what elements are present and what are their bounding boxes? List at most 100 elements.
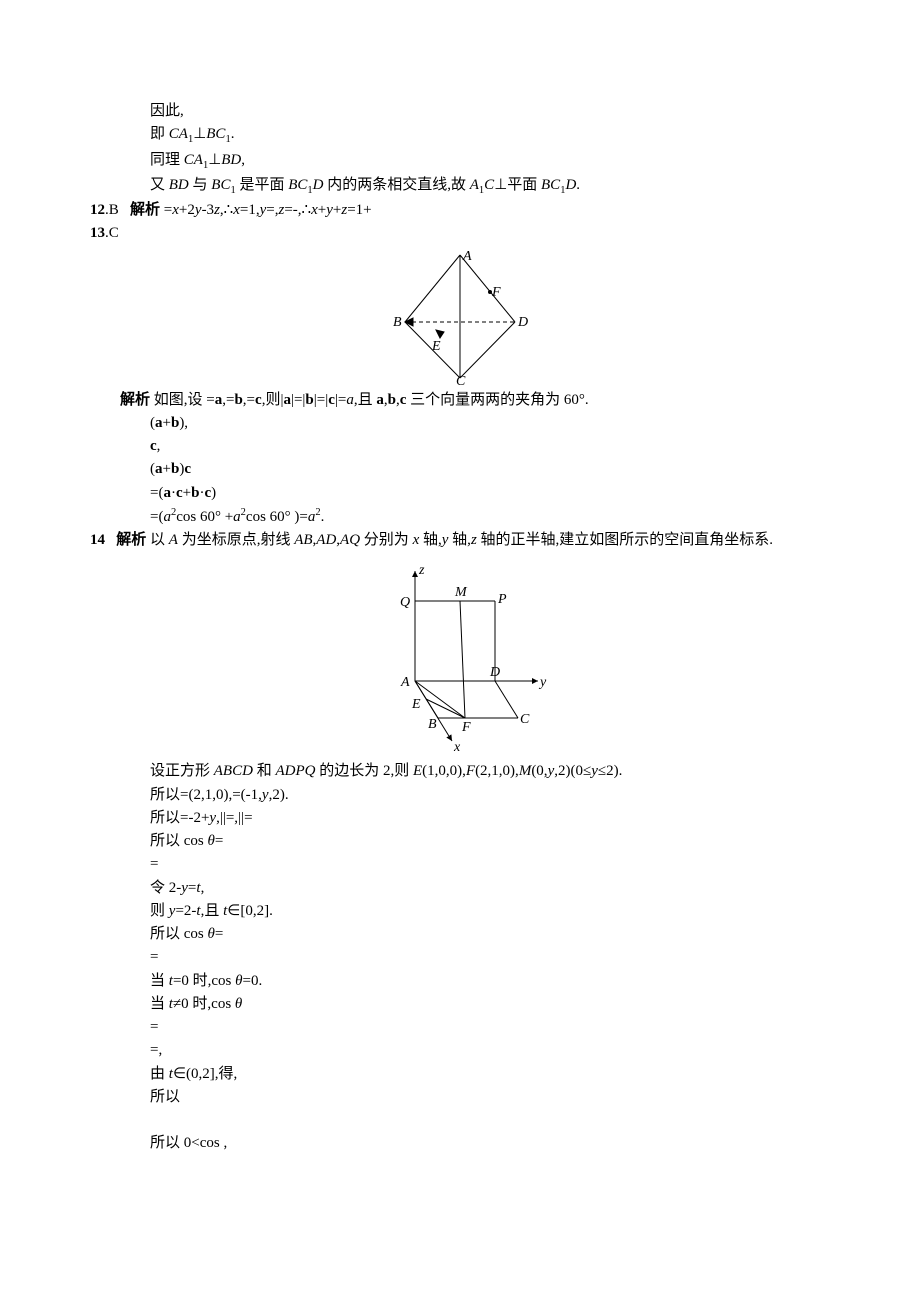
- text: +: [318, 202, 326, 218]
- text: 如图,设 =: [150, 392, 215, 408]
- text: .: [321, 509, 325, 525]
- vec: c: [328, 392, 335, 408]
- var: x: [172, 202, 179, 218]
- text: 当: [150, 973, 169, 989]
- var: BD: [221, 152, 241, 168]
- text: ,则|: [262, 392, 284, 408]
- text: 当: [150, 996, 169, 1012]
- text: 所以 0<cos ,: [150, 1135, 227, 1151]
- text: 所以 cos: [150, 926, 208, 942]
- var: θ: [208, 833, 215, 849]
- text: +: [163, 461, 171, 477]
- text: ,2)(0≤: [554, 763, 591, 779]
- text: .: [576, 177, 580, 193]
- q13-answer: .C: [105, 225, 119, 241]
- var: F: [466, 763, 475, 779]
- q14-p7: 则 y=2-t,且 t∈[0,2].: [90, 900, 830, 923]
- text: 的边长为 2,则: [315, 763, 413, 779]
- q14-p15: 所以: [90, 1086, 830, 1109]
- label-M: M: [454, 585, 468, 600]
- label-A: A: [400, 675, 410, 690]
- text: 和: [253, 763, 276, 779]
- text: ≤2).: [598, 763, 622, 779]
- q13-line: 13.C: [90, 222, 830, 245]
- q13-sol-5: =(a·c+b·c): [90, 482, 830, 505]
- text: 所以 cos: [150, 833, 208, 849]
- text: ),: [179, 415, 188, 431]
- q13-sol-2: (a+b),: [90, 412, 830, 435]
- var: A: [470, 177, 479, 193]
- text: ): [211, 485, 216, 501]
- q14-p5: =: [90, 853, 830, 876]
- var: BD: [169, 177, 189, 193]
- text: cos 60° )=: [246, 509, 308, 525]
- label-A: A: [462, 250, 472, 264]
- text: ,且: [354, 392, 377, 408]
- vec: a: [155, 461, 163, 477]
- text: 令 2-: [150, 880, 181, 896]
- var: y: [262, 787, 269, 803]
- var: θ: [235, 996, 242, 1012]
- text: ,||=,||=: [216, 810, 252, 826]
- q14-p11: 当 t≠0 时,cos θ: [90, 993, 830, 1016]
- var: D: [565, 177, 576, 193]
- q14-p12: =: [90, 1016, 830, 1039]
- q14-p13: =,: [90, 1039, 830, 1062]
- q14-p9: =: [90, 946, 830, 969]
- text: 因此,: [150, 103, 184, 119]
- text: =2-: [175, 903, 196, 919]
- text: 为坐标原点,射线: [178, 532, 294, 548]
- q13-sol-4: (a+b)c: [90, 458, 830, 481]
- text: ,∴: [220, 202, 233, 218]
- op: ⊥: [193, 126, 206, 142]
- label-E: E: [411, 697, 421, 712]
- var: BC: [206, 126, 225, 142]
- text: +: [163, 415, 171, 431]
- text: =0.: [243, 973, 263, 989]
- text: 则: [150, 903, 169, 919]
- q13-sol-6: =(a2cos 60° +a2cos 60° )=a2.: [90, 505, 830, 529]
- q13-sol-1: 解析 如图,设 =a,=b,=c,则|a|=|b|=|c|=a,且 a,b,c …: [90, 389, 830, 412]
- vec: a: [376, 392, 384, 408]
- label-B: B: [393, 315, 402, 330]
- text: ≠0 时,cos: [173, 996, 235, 1012]
- label-F: F: [491, 285, 501, 300]
- label-C: C: [456, 374, 466, 385]
- text: 以: [146, 532, 169, 548]
- var: BC: [288, 177, 307, 193]
- q14-p3: 所以=-2+y,||=,||=: [90, 807, 830, 830]
- var: a: [346, 392, 354, 408]
- text: (1,0,0),: [422, 763, 466, 779]
- var: CA: [169, 126, 188, 142]
- text: (2,1,0),: [475, 763, 519, 779]
- var: C: [484, 177, 494, 193]
- text: 是平面: [236, 177, 289, 193]
- text: .: [231, 126, 235, 142]
- var: x: [311, 202, 318, 218]
- text: =-,∴: [284, 202, 311, 218]
- text: =(: [150, 509, 163, 525]
- label-F: F: [461, 720, 471, 735]
- q14-p1: 设正方形 ABCD 和 ADPQ 的边长为 2,则 E(1,0,0),F(2,1…: [90, 760, 830, 783]
- text: ∈[0,2].: [227, 903, 273, 919]
- vec: c: [150, 438, 157, 454]
- figure-1-wrap: A B D C E F: [90, 250, 830, 385]
- text: |=: [335, 392, 346, 408]
- coord-diagram: z y x Q M P A D E B F C: [360, 556, 560, 756]
- var: AQ: [340, 532, 360, 548]
- text: =(: [150, 485, 163, 501]
- text: 轴,: [448, 532, 471, 548]
- text: ,=: [222, 392, 234, 408]
- text: |=|: [291, 392, 305, 408]
- vec: c: [176, 485, 183, 501]
- solution-label: 解析: [116, 532, 146, 548]
- q14-p2: 所以=(2,1,0),=(-1,y,2).: [90, 784, 830, 807]
- text: ,: [241, 152, 245, 168]
- label-x: x: [453, 740, 461, 755]
- var: θ: [235, 973, 242, 989]
- vec: a: [163, 485, 171, 501]
- vec: b: [305, 392, 313, 408]
- document-page: 因此, 即 CA1⊥BC1. 同理 CA1⊥BD, 又 BD 与 BC1 是平面…: [0, 0, 920, 1302]
- text: 轴的正半轴,建立如图所示的空间直角坐标系.: [477, 532, 773, 548]
- q14-p16: 所以 0<cos ,: [90, 1132, 830, 1155]
